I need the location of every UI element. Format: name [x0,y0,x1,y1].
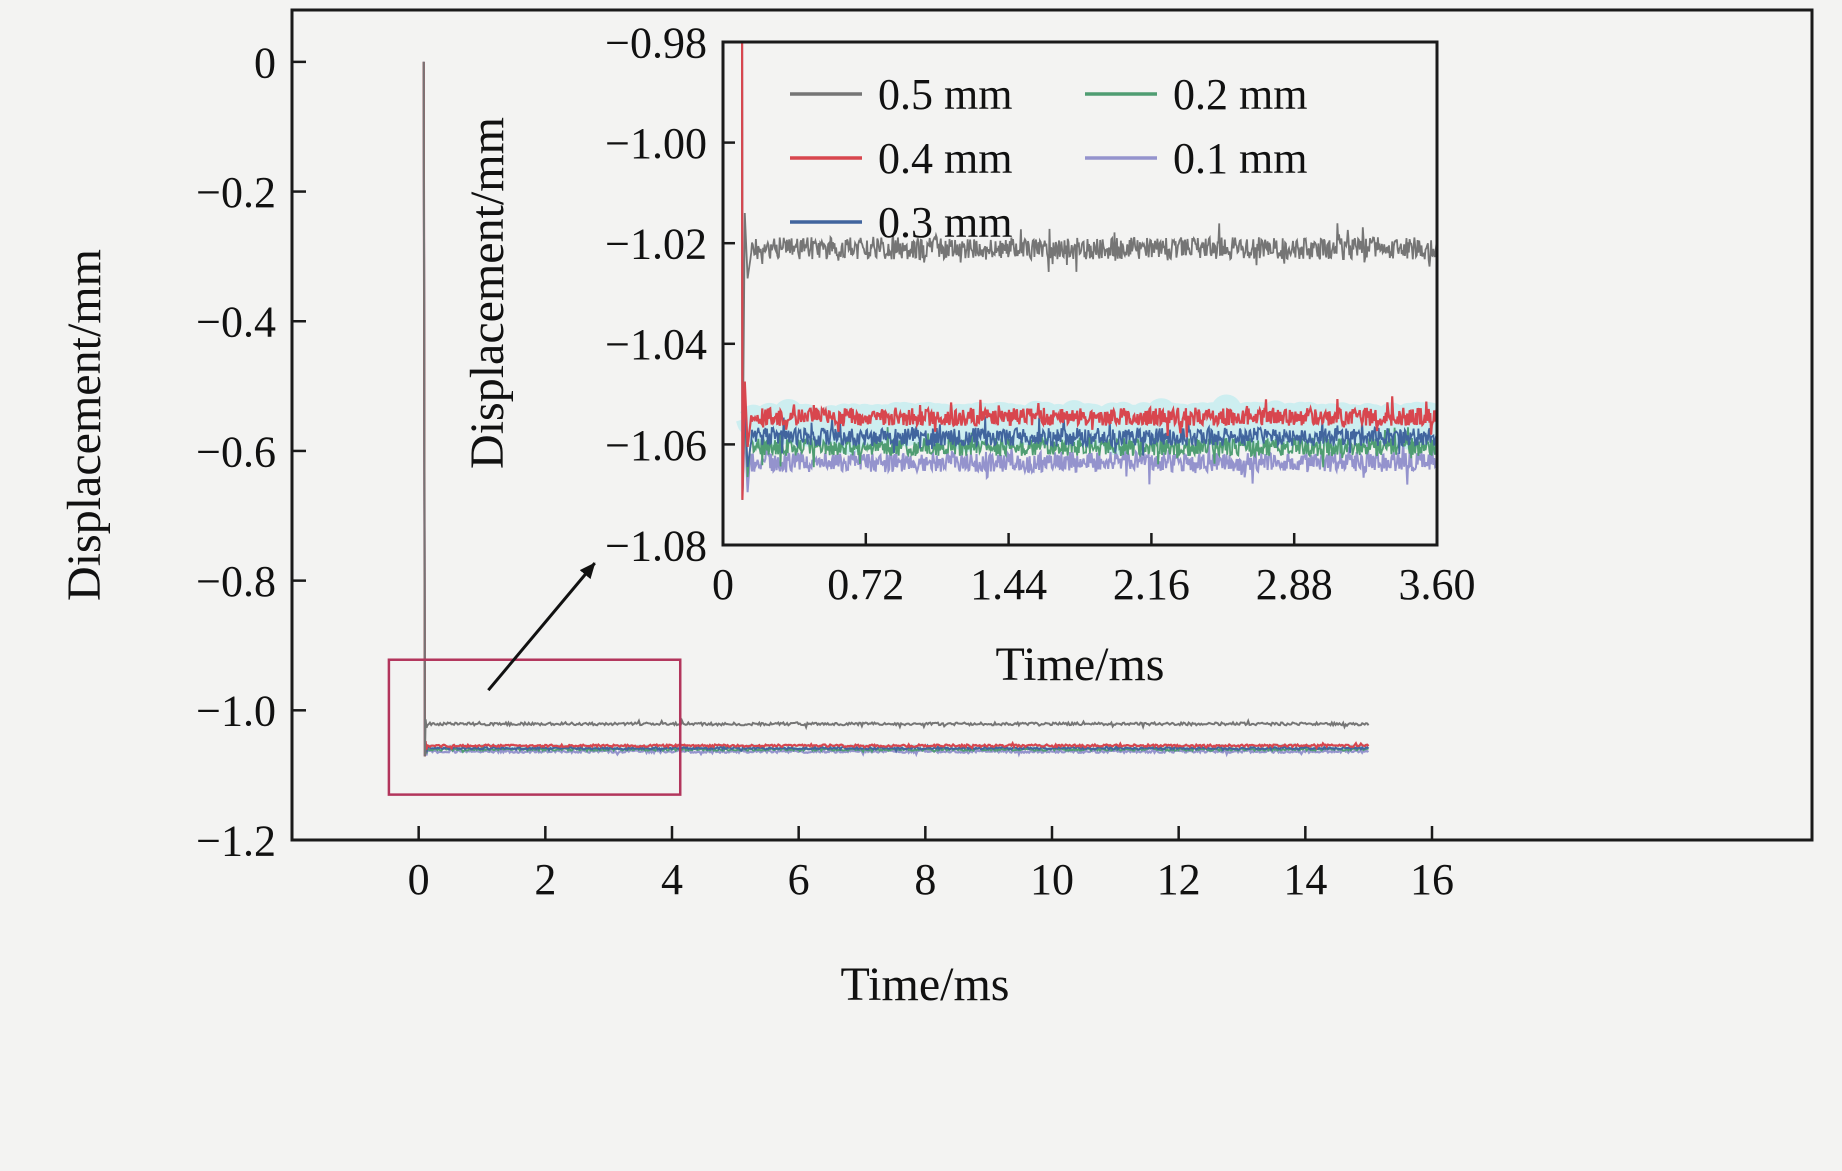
main-ytick-label: −1.0 [196,687,276,736]
inset-ytick-label: −1.02 [605,220,707,269]
inset-yaxis-title: Displacement/mm [461,117,514,469]
legend-label: 0.4 mm [878,134,1012,183]
zoom-annotation-arrow [487,562,596,692]
inset-ytick-label: −1.00 [605,119,707,168]
inset-xtick-label: 0 [712,560,734,609]
inset-ytick-label: −1.04 [605,320,707,369]
inset-xtick-label: 2.16 [1113,560,1190,609]
legend-entry-0.1mm: 0.1 mm [1085,134,1307,183]
main-plot-area [422,61,1370,758]
legend-label: 0.3 mm [878,198,1012,247]
main-xtick-label: 10 [1030,855,1074,904]
inset-ytick-label: −0.98 [605,18,707,67]
legend-label: 0.5 mm [878,70,1012,119]
main-series-0.5mm [422,61,1370,757]
inset-xaxis-title: Time/ms [996,638,1165,691]
zoom-region-box [387,658,682,796]
inset-series-0.2mm [741,42,1437,500]
main-ytick-label: −0.2 [196,168,276,217]
inset-xtick-label: 1.44 [970,560,1047,609]
main-xtick-label: 6 [788,855,810,904]
main-xtick-label: 16 [1410,855,1454,904]
inset-ytick-label: −1.06 [605,421,707,470]
inset-series-0.5mm [741,42,1437,500]
legend-label: 0.2 mm [1173,70,1307,119]
inset-xtick-label: 0.72 [827,560,904,609]
legend-label: 0.1 mm [1173,134,1307,183]
inset-axes-box [721,40,1439,547]
legend-entry-0.2mm: 0.2 mm [1085,70,1307,119]
inset-legend: 0.5 mm 0.2 mm 0.4 mm 0.1 mm 0.3 mm [790,70,1307,247]
main-chart: 0 2 4 6 8 10 12 14 16 0 −0.2 −0.4 −0.6 −0.8 −1.0 −1.2 Ti… [58,8,1814,1011]
inset-xtick-label: 2.88 [1256,560,1333,609]
main-ytick-label: −1.2 [196,816,276,865]
inset-ytick-label: −1.08 [605,521,707,570]
main-series-0.4mm [422,61,1370,757]
inset-series-0.3mm [741,42,1437,500]
inset-chart: 0 0.72 1.44 2.16 2.88 3.60 −0.98 −1.00 −1.02 −1.0… [461,18,1476,691]
main-xtick-label: 14 [1283,855,1327,904]
main-xtick-label: 12 [1157,855,1201,904]
legend-entry-0.3mm: 0.3 mm [790,198,1012,247]
main-yaxis-title: Displacement/mm [58,249,111,601]
main-ytick-label: −0.6 [196,427,276,476]
main-xtick-label: 8 [914,855,936,904]
main-xtick-label: 2 [534,855,556,904]
main-series-0.3mm [422,61,1370,757]
inset-plot-area [736,42,1437,500]
inset-series-0.4mm [741,42,1437,500]
main-ytick-label: 0 [254,38,276,87]
inset-xtick-label: 3.60 [1399,560,1476,609]
main-xaxis-title: Time/ms [841,958,1010,1011]
main-ytick-label: −0.8 [196,557,276,606]
legend-entry-0.4mm: 0.4 mm [790,134,1012,183]
main-xtick-label: 4 [661,855,683,904]
main-ytick-label: −0.4 [196,298,276,347]
legend-entry-0.5mm: 0.5 mm [790,70,1012,119]
main-xtick-label: 0 [408,855,430,904]
